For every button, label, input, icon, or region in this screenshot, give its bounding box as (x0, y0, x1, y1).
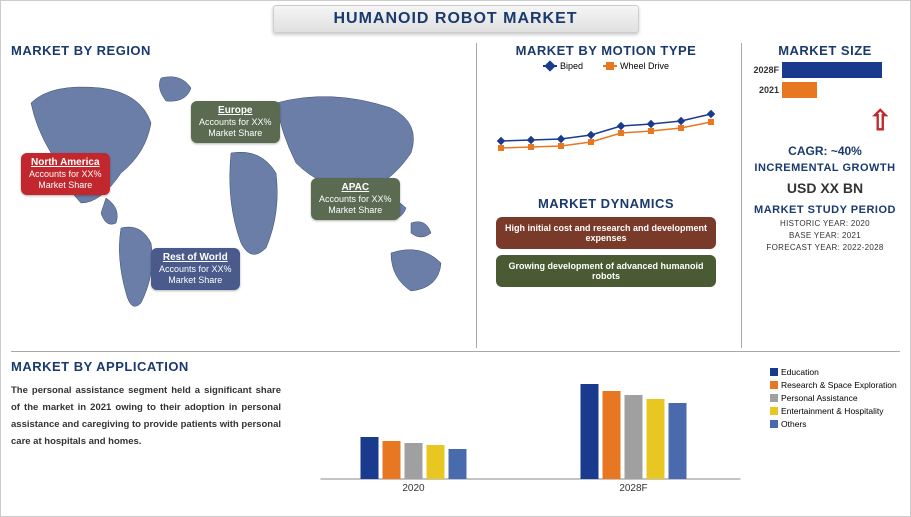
study-line: BASE YEAR: 2021 (750, 231, 900, 240)
size-title: MARKET SIZE (750, 43, 900, 58)
motion-panel: MARKET BY MOTION TYPE Biped Wheel Drive (486, 43, 726, 191)
incr-value: USD XX BN (750, 180, 900, 196)
svg-text:2020: 2020 (402, 483, 425, 494)
motion-legend: Biped Wheel Drive (486, 61, 726, 71)
region-title: MARKET BY REGION (11, 43, 471, 58)
motion-title: MARKET BY MOTION TYPE (486, 43, 726, 58)
app-text-col: MARKET BY APPLICATION The personal assis… (11, 359, 291, 509)
divider-h (11, 351, 900, 352)
region-label: APACAccounts for XX%Market Share (311, 178, 400, 220)
size-bar-row: 2021 (750, 82, 900, 98)
app-legend-item: Others (770, 419, 900, 429)
dynamics-title: MARKET DYNAMICS (486, 196, 726, 211)
divider-v2 (741, 43, 742, 348)
arrow-up-icon: ⇧ (869, 104, 892, 137)
motion-chart (486, 76, 726, 186)
app-panel: MARKET BY APPLICATION The personal assis… (11, 359, 900, 509)
dynamic-box: High initial cost and research and devel… (496, 217, 716, 249)
app-legend-item: Education (770, 367, 900, 377)
app-legend-item: Personal Assistance (770, 393, 900, 403)
legend-item: Biped (543, 61, 583, 71)
legend-item: Wheel Drive (603, 61, 669, 71)
size-bar-row: 2028F (750, 62, 900, 78)
cagr-text: CAGR: ~40% (750, 144, 900, 158)
app-legend-item: Entertainment & Hospitality (770, 406, 900, 416)
app-chart-col: 2020 2028F (291, 359, 770, 509)
study-title: MARKET STUDY PERIOD (750, 204, 900, 216)
app-legend: Education Research & Space Exploration Per… (770, 359, 900, 509)
size-chart: 2028F 2021 ⇧ (750, 62, 900, 142)
app-title: MARKET BY APPLICATION (11, 359, 281, 374)
size-panel: MARKET SIZE 2028F 2021 ⇧ CAGR: ~40% INCREM… (750, 43, 900, 252)
dynamics-panel: MARKET DYNAMICS High initial cost and re… (486, 196, 726, 293)
title-banner: HUMANOID ROBOT MARKET (272, 5, 638, 33)
app-legend-item: Research & Space Exploration (770, 380, 900, 390)
app-chart: 2020 2028F (291, 359, 770, 499)
study-line: FORECAST YEAR: 2022-2028 (750, 243, 900, 252)
world-map: North AmericaAccounts for XX%Market Shar… (11, 63, 471, 323)
region-panel: MARKET BY REGION (11, 43, 471, 343)
app-description: The personal assistance segment held a s… (11, 382, 281, 450)
incr-title: INCREMENTAL GROWTH (750, 162, 900, 174)
svg-text:2028F: 2028F (619, 483, 647, 494)
region-label: North AmericaAccounts for XX%Market Shar… (21, 153, 110, 195)
region-label: Rest of WorldAccounts for XX%Market Shar… (151, 248, 240, 290)
main-title: HUMANOID ROBOT MARKET (333, 10, 577, 28)
dynamic-box: Growing development of advanced humanoid… (496, 255, 716, 287)
study-line: HISTORIC YEAR: 2020 (750, 219, 900, 228)
region-label: EuropeAccounts for XX%Market Share (191, 101, 280, 143)
divider-v1 (476, 43, 477, 348)
